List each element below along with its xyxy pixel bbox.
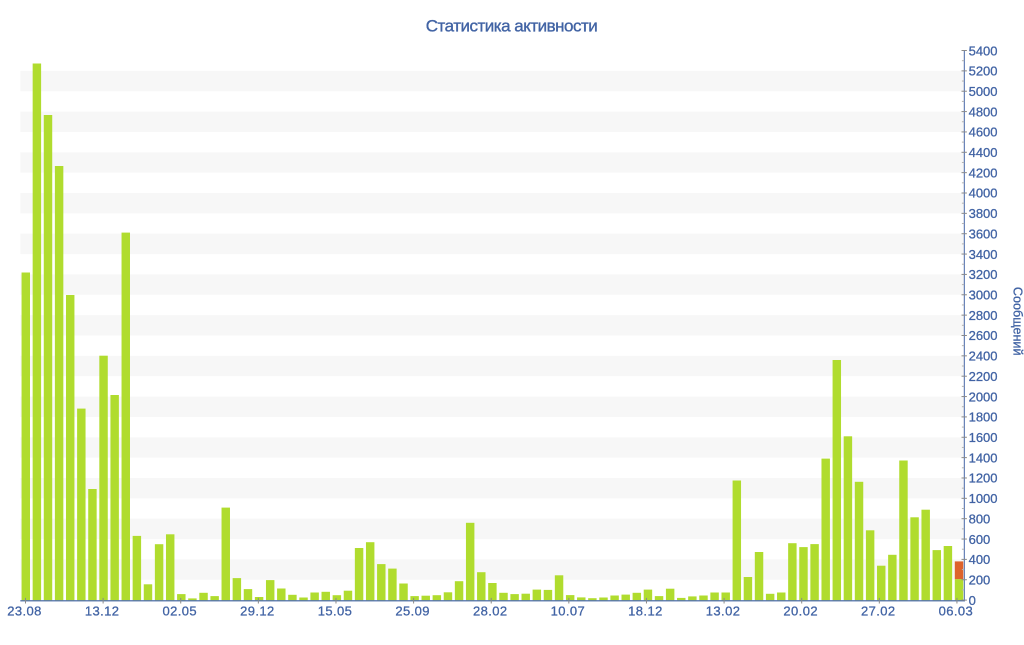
svg-text:5400: 5400	[969, 43, 998, 58]
svg-text:2400: 2400	[969, 349, 998, 364]
svg-text:2600: 2600	[969, 328, 998, 343]
svg-text:3600: 3600	[969, 227, 998, 242]
svg-text:1600: 1600	[969, 430, 998, 445]
svg-text:Статистика активности: Статистика активности	[426, 17, 598, 36]
svg-text:2200: 2200	[969, 369, 998, 384]
svg-text:Сообщений: Сообщений	[1011, 287, 1024, 356]
svg-text:2800: 2800	[969, 308, 998, 323]
svg-text:10.07: 10.07	[551, 604, 586, 619]
svg-text:4400: 4400	[969, 145, 998, 160]
svg-text:29.12: 29.12	[240, 604, 275, 619]
svg-text:5000: 5000	[969, 84, 998, 99]
svg-text:400: 400	[969, 552, 991, 567]
svg-text:18.12: 18.12	[628, 604, 663, 619]
svg-text:600: 600	[969, 532, 991, 547]
svg-text:4000: 4000	[969, 186, 998, 201]
svg-text:06.03: 06.03	[939, 604, 974, 619]
svg-text:800: 800	[969, 511, 991, 526]
svg-text:3400: 3400	[969, 247, 998, 262]
svg-text:27.02: 27.02	[861, 604, 896, 619]
svg-text:1400: 1400	[969, 450, 998, 465]
svg-text:20.02: 20.02	[783, 604, 818, 619]
svg-text:4800: 4800	[969, 104, 998, 119]
svg-text:4600: 4600	[969, 125, 998, 140]
svg-text:3800: 3800	[969, 206, 998, 221]
svg-text:3200: 3200	[969, 267, 998, 282]
svg-text:1200: 1200	[969, 471, 998, 486]
svg-text:13.12: 13.12	[85, 604, 120, 619]
svg-text:5200: 5200	[969, 64, 998, 79]
svg-text:15.05: 15.05	[318, 604, 353, 619]
svg-text:1000: 1000	[969, 491, 998, 506]
svg-text:1800: 1800	[969, 410, 998, 425]
svg-text:25.09: 25.09	[395, 604, 430, 619]
svg-text:23.08: 23.08	[7, 604, 42, 619]
svg-text:4200: 4200	[969, 165, 998, 180]
svg-text:2000: 2000	[969, 389, 998, 404]
svg-text:13.02: 13.02	[706, 604, 741, 619]
svg-text:200: 200	[969, 573, 991, 588]
svg-text:3000: 3000	[969, 288, 998, 303]
svg-text:28.02: 28.02	[473, 604, 508, 619]
svg-text:02.05: 02.05	[162, 604, 197, 619]
